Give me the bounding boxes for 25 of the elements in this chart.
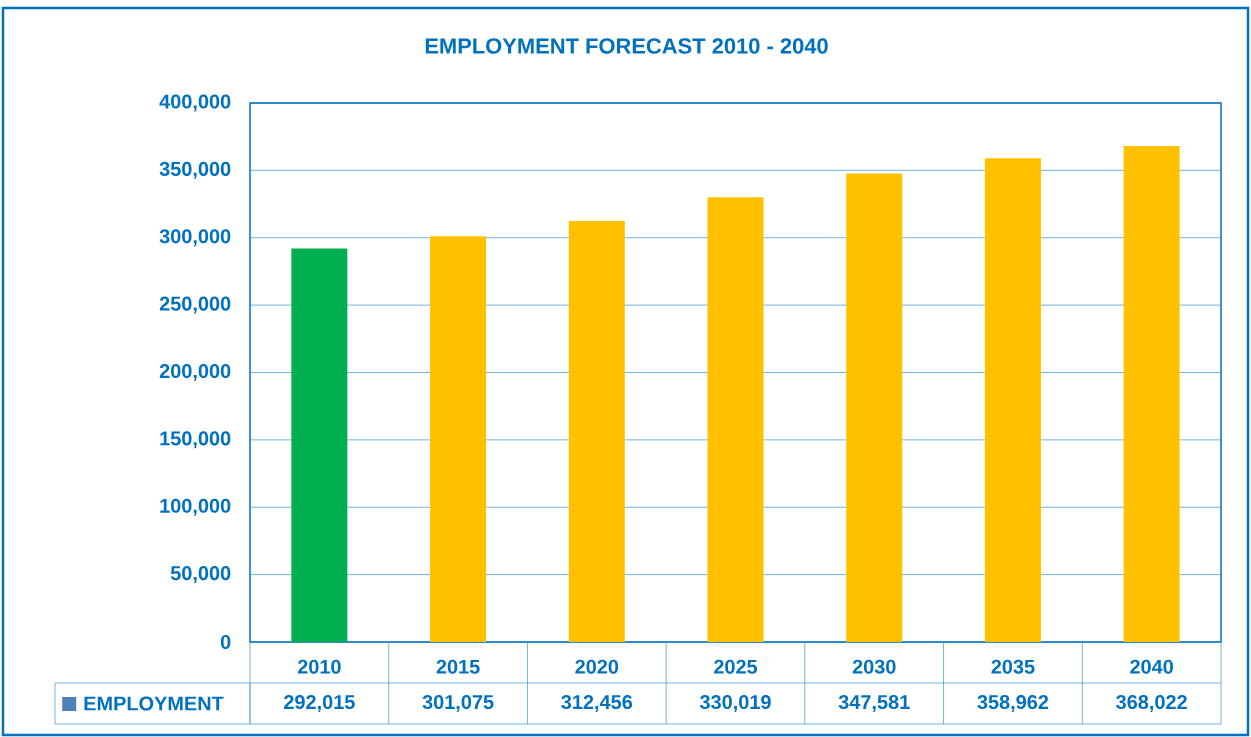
x-tick-label: 2035	[991, 659, 1035, 674]
data-label: 292,015	[284, 695, 355, 712]
y-tick-label: 350,000	[159, 161, 231, 179]
x-tick-label: 2030	[852, 659, 896, 674]
x-tick-label: 2025	[714, 659, 758, 674]
x-tick-label: 2015	[436, 659, 480, 674]
y-tick-label: 400,000	[159, 94, 231, 112]
x-tick-label: 2040	[1130, 659, 1173, 674]
y-tick-label: 300,000	[159, 229, 231, 247]
y-tick-label: 250,000	[159, 296, 231, 314]
data-label: 301,075	[422, 695, 494, 712]
data-label: 358,962	[977, 695, 1049, 712]
data-label: 368,022	[1116, 695, 1187, 712]
data-label: 312,456	[561, 695, 633, 712]
y-tick-label: 100,000	[160, 498, 231, 516]
y-tick-label: 200,000	[159, 364, 231, 381]
text: EMPLOYMENT	[84, 696, 224, 711]
y-tick-label: 0	[220, 634, 231, 650]
x-tick-label: 2020	[575, 659, 619, 674]
chart-title: EMPLOYMENT FORECAST 2010 - 2040	[425, 38, 828, 54]
data-label: 347,581	[838, 695, 910, 712]
y-tick-label: 150,000	[160, 431, 231, 449]
data-label: 330,019	[699, 695, 771, 712]
y-tick-label: 50,000	[170, 566, 231, 584]
x-tick-label: 2010	[297, 659, 341, 674]
